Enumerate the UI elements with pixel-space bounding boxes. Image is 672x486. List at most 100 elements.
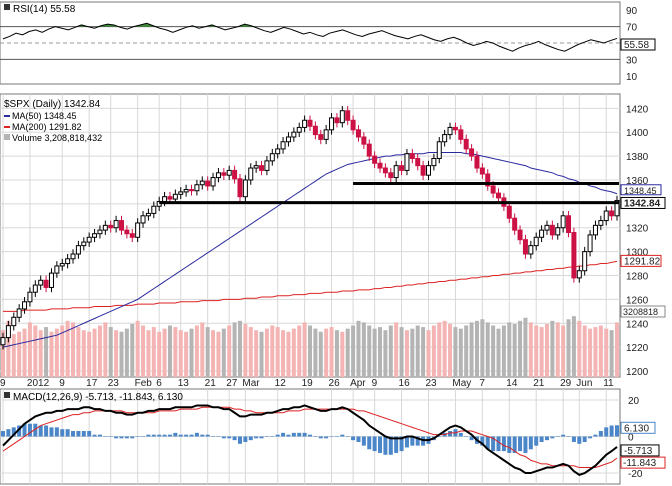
macd-hist-bar	[437, 436, 442, 437]
volume-bar	[184, 331, 189, 377]
volume-bar	[561, 325, 566, 377]
volume-bar	[345, 328, 350, 377]
macd-hist-bar	[593, 434, 598, 437]
volume-bar	[11, 334, 16, 377]
date-tick-label: 6	[156, 378, 162, 389]
volume-bar	[270, 325, 275, 377]
volume-bar	[426, 330, 431, 377]
macd-hist-bar	[329, 436, 334, 437]
macd-hist-bar	[410, 436, 415, 446]
candle-body	[65, 258, 71, 265]
volume-bar	[415, 325, 420, 377]
candlesticks	[0, 105, 620, 350]
macd-hist-bar	[130, 436, 135, 439]
candle-body	[54, 265, 60, 274]
candle-body	[183, 189, 189, 193]
macd-hist-bar	[92, 434, 97, 437]
macd-legend: MACD(12,26,9) -5.713, -11.843, 6.130	[4, 392, 183, 403]
volume-bar	[512, 323, 517, 377]
volume-bar	[60, 325, 65, 377]
macd-value-box	[620, 444, 660, 457]
macd-hist-value-box	[620, 421, 656, 434]
volume-bar	[103, 322, 108, 377]
volume-bar	[356, 320, 361, 377]
macd-hist-bar	[577, 436, 582, 444]
candle-body	[135, 222, 141, 238]
macd-hist-bar	[378, 436, 383, 453]
rsi-last-value: 55.58	[624, 40, 649, 51]
volume-bar	[351, 325, 356, 377]
macd-hist-bar	[555, 436, 560, 437]
candle-body	[339, 110, 345, 124]
symbol-label: $SPX (Daily) 1342.84	[4, 99, 101, 110]
candle-body	[442, 134, 448, 143]
macd-hist-bar	[205, 434, 210, 437]
candle-body	[215, 172, 221, 179]
volume-bar	[1, 330, 5, 377]
macd-hist-bar	[340, 434, 345, 437]
macd-signal-value-box	[620, 456, 666, 469]
date-tick-label: 23	[425, 378, 437, 389]
volume-bar	[329, 327, 334, 377]
volume-value: 3208818	[623, 307, 658, 317]
volume-bar	[464, 325, 469, 377]
volume-bar	[114, 330, 119, 377]
last-price-box	[620, 196, 666, 209]
date-tick-label: 11	[603, 378, 614, 389]
macd-hist-bar	[49, 427, 54, 437]
candle-body	[259, 165, 265, 171]
macd-tick-label: 20	[628, 396, 640, 407]
volume-bar	[178, 330, 183, 377]
macd-hist-bar	[81, 431, 86, 437]
candle-body	[275, 148, 281, 155]
volume-bar	[6, 320, 11, 377]
candle-body	[22, 301, 28, 310]
macd-hist-bar	[146, 434, 151, 437]
macd-hist-bar	[227, 436, 232, 439]
candle-body	[560, 215, 566, 229]
date-tick-label: 17	[86, 378, 98, 389]
candle-body	[614, 199, 620, 217]
candle-body	[11, 316, 17, 327]
macd-hist-bar	[512, 436, 517, 453]
volume-bar	[383, 330, 388, 377]
candle-body	[27, 291, 33, 303]
volume-bar	[496, 328, 501, 377]
macd-hist-bar	[523, 436, 528, 453]
volume-bar	[442, 320, 447, 377]
volume-legend-swatch	[4, 134, 10, 140]
candle-body	[469, 148, 475, 157]
candle-body	[425, 165, 431, 176]
volume-bar	[33, 325, 38, 377]
volume-bar	[582, 325, 587, 377]
candle-body	[512, 217, 518, 231]
volume-bar	[507, 322, 512, 377]
candle-body	[566, 215, 572, 234]
macd-hist-bar	[103, 436, 108, 437]
candle-body	[108, 224, 114, 229]
macd-hist-bar	[582, 436, 587, 442]
macd-hist-bar	[399, 436, 404, 452]
volume-legend: Volume 3,208,818,432	[12, 133, 102, 143]
volume-bar	[361, 322, 366, 377]
macd-hist-bar	[151, 434, 156, 437]
candle-body	[269, 153, 275, 162]
candle-body	[592, 224, 598, 236]
macd-hist-bar	[44, 425, 49, 437]
candle-body	[307, 119, 313, 127]
volume-bar	[281, 330, 286, 377]
candle-body	[361, 136, 367, 145]
candle-body	[285, 136, 291, 143]
date-tick-label: 9	[0, 378, 6, 389]
price-tick-label: 1420	[626, 104, 649, 115]
date-tick-label: Apr	[350, 378, 366, 389]
rsi-label: RSI(14) 55.58	[13, 4, 76, 15]
date-tick-label: 23	[108, 378, 120, 389]
candle-body	[242, 179, 248, 198]
candle-body	[490, 185, 496, 194]
macd-hist-bar	[351, 436, 356, 441]
macd-hist-bar	[496, 436, 501, 452]
volume-bar	[297, 325, 302, 377]
macd-hist-bar	[415, 436, 420, 446]
volume-bar	[399, 327, 404, 377]
